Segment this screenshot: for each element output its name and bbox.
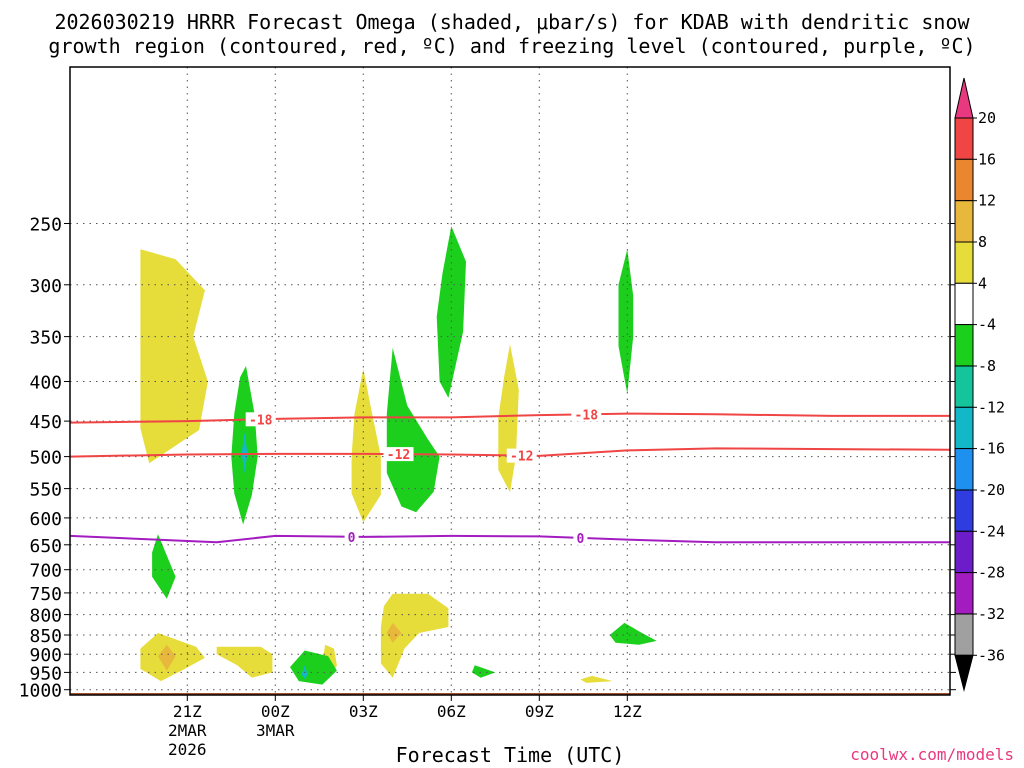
x-tick-label-21Z-2: 2026 — [168, 740, 207, 759]
x-axis-title: Forecast Time (UTC) — [396, 743, 625, 767]
colorbar-swatch-6 — [954, 324, 974, 367]
colorbar-label--20: -20 — [978, 481, 1005, 499]
y-tick-label-800: 800 — [29, 606, 62, 627]
colorbar-label-12: 12 — [978, 192, 996, 210]
y-tick-label-350: 350 — [29, 328, 62, 349]
contour-label-bg — [383, 447, 414, 462]
omega-region-11 — [216, 646, 273, 678]
y-tick-label-950: 950 — [29, 663, 62, 684]
omega-region-5 — [436, 226, 466, 398]
omega-region-13 — [290, 650, 337, 685]
colorbar-swatch-1 — [954, 117, 974, 160]
y-tick-label-700: 700 — [29, 561, 62, 582]
colorbar-label--12: -12 — [978, 398, 1005, 416]
colorbar-swatch-11 — [954, 530, 974, 574]
x-tick-label-21Z-0: 21Z — [173, 702, 202, 721]
watermark: coolwx.com/models — [850, 745, 1014, 764]
colorbar-swatch-8 — [954, 406, 974, 450]
x-tick-label-09Z-0: 09Z — [525, 702, 554, 721]
omega-colorbar: 20 16 12 8 4 -4 -8 -12 -16 -20 -24 -28 -32 -36 — [954, 77, 1005, 692]
omega-region-0 — [140, 249, 208, 464]
omega-region-2 — [241, 432, 248, 473]
contour-label-bg — [573, 530, 588, 545]
colorbar-swatch-12 — [954, 572, 974, 615]
contour-layer: -18 -18 -12 -12 0 0 — [70, 407, 950, 547]
colorbar-label--16: -16 — [978, 440, 1005, 458]
contour-label-bg — [571, 407, 602, 422]
omega-region-7 — [618, 249, 634, 394]
omega-region-15 — [380, 593, 449, 678]
colorbar-swatch-9 — [954, 448, 974, 491]
y-tick-label-650: 650 — [29, 536, 62, 557]
colorbar-label--4: -4 — [978, 316, 996, 334]
omega-region-17 — [471, 665, 496, 678]
y-tick-label-250: 250 — [29, 215, 62, 236]
colorbar-label--24: -24 — [978, 522, 1005, 540]
contour-label--12-0: -12 — [387, 448, 410, 463]
colorbar-label-16: 16 — [978, 150, 996, 168]
y-tick-label-300: 300 — [29, 276, 62, 297]
contour--18 — [70, 412, 950, 424]
colorbar-swatch-5 — [954, 282, 974, 326]
omega-region-9 — [158, 644, 176, 671]
colorbar-label-20: 20 — [978, 109, 996, 127]
terrain-ground-strip — [70, 693, 950, 695]
colorbar-swatch-3 — [954, 200, 974, 243]
colorbar-label-8: 8 — [978, 233, 987, 251]
contour-label-bg — [245, 412, 276, 427]
omega-region-10 — [152, 534, 176, 599]
y-tick-label-750: 750 — [29, 584, 62, 605]
omega-shading-layer — [70, 226, 950, 695]
y-tick-label-450: 450 — [29, 412, 62, 433]
contour--12 — [70, 447, 950, 458]
contour-label--12-1: -12 — [510, 450, 533, 465]
y-tick-label-400: 400 — [29, 373, 62, 394]
contour-label-0-1: 0 — [576, 532, 584, 547]
y-tick-label-850: 850 — [29, 626, 62, 647]
omega-region-4 — [386, 347, 440, 513]
pressure-axis: 2503003504004505005506006507007508008509… — [19, 215, 956, 702]
y-tick-label-900: 900 — [29, 645, 62, 666]
chart-title-line-2: growth region (contoured, red, ºC) and f… — [48, 34, 975, 58]
colorbar-swatch-13 — [954, 613, 974, 656]
x-tick-label-00Z-0: 00Z — [261, 702, 290, 721]
contour-label-bg — [506, 448, 537, 463]
y-tick-label-600: 600 — [29, 509, 62, 530]
colorbar-swatch-4 — [954, 241, 974, 284]
x-tick-label-06Z-0: 06Z — [437, 702, 466, 721]
colorbar-swatch-2 — [954, 158, 974, 202]
omega-region-6 — [498, 344, 519, 493]
colorbar-label--28: -28 — [978, 564, 1005, 582]
colorbar-label--32: -32 — [978, 605, 1005, 623]
y-tick-label-550: 550 — [29, 480, 62, 501]
colorbar-swatch-10 — [954, 489, 974, 532]
contour-label-0-0: 0 — [348, 531, 356, 546]
contour-label--18-1: -18 — [575, 408, 599, 423]
contour-label-bg — [344, 529, 359, 544]
colorbar-top-arrow — [954, 77, 974, 119]
contour-label--18-0: -18 — [249, 413, 273, 428]
colorbar-swatch-7 — [954, 365, 974, 408]
contour-0 — [70, 534, 950, 544]
colorbar-label-4: 4 — [978, 274, 987, 292]
x-tick-label-21Z-1: 2MAR — [168, 721, 207, 740]
omega-region-18 — [580, 675, 613, 683]
colorbar-label--8: -8 — [978, 357, 996, 375]
y-tick-label-500: 500 — [29, 448, 62, 469]
y-tick-label-1000: 1000 — [19, 681, 62, 702]
colorbar-bottom-arrow — [954, 654, 974, 692]
chart-title-line-1: 2026030219 HRRR Forecast Omega (shaded, … — [54, 10, 970, 34]
grid-layer — [70, 67, 950, 695]
colorbar-label--36: -36 — [978, 646, 1005, 664]
omega-region-3 — [351, 368, 381, 523]
x-tick-label-03Z-0: 03Z — [349, 702, 378, 721]
x-tick-label-00Z-1: 3MAR — [256, 721, 295, 740]
omega-region-16 — [386, 622, 402, 643]
omega-region-19 — [609, 622, 657, 645]
x-tick-label-12Z-0: 12Z — [613, 702, 642, 721]
